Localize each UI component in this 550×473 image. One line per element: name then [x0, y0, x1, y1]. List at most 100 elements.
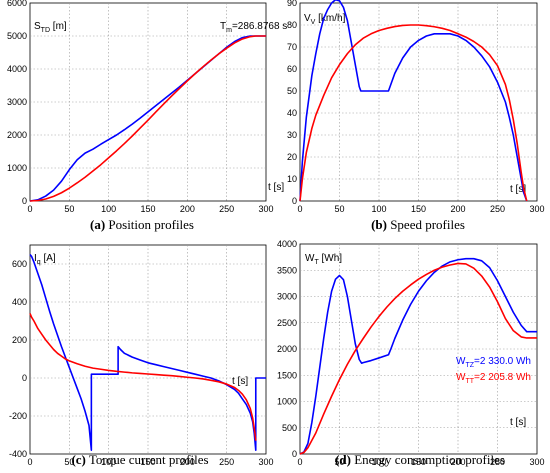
- panel-a-x-tick-label: 250: [219, 204, 234, 214]
- panel-d-y-tick-label: 4000: [277, 239, 297, 249]
- panel-b-x-tick-label: 200: [450, 204, 465, 214]
- panel-d-legend-sub: TT: [465, 378, 474, 385]
- panel-d-y-tick-label: 0: [292, 449, 297, 459]
- panel-c-caption-text: Torque current profiles: [86, 452, 209, 467]
- panel-d-y-axis-label-unit: [Wh]: [319, 253, 343, 264]
- panel-b-y-axis-label-main: V: [304, 13, 311, 24]
- panel-a-y-tick-label: 3000: [7, 97, 27, 107]
- panel-a-x-tick-label: 0: [27, 204, 32, 214]
- panel-c-x-tick-label: 150: [140, 457, 155, 467]
- panel-d-series-line-blue: [299, 257, 537, 455]
- panel-a-y-tick-label: 6000: [7, 0, 27, 8]
- panel-b-x-tick-label: 300: [529, 204, 544, 214]
- panel-a-annotation-value: =286.8768 s: [232, 21, 287, 32]
- panel-d-y-axis-label-sub: T: [314, 259, 319, 266]
- panel-b-caption-text: Speed profiles: [387, 217, 465, 232]
- panel-b-y-tick-label: 50: [287, 86, 297, 96]
- panel-b-y-tick-label: 0: [292, 196, 297, 206]
- panel-b-series-line-blue: [299, 0, 528, 202]
- panel-d-x-tick-label: 150: [411, 457, 426, 467]
- panel-a-x-axis-label: t [s]: [268, 182, 284, 193]
- panel-c-x-tick-label: 0: [27, 457, 32, 467]
- panel-d-caption: (d) Energy consumption profiles: [335, 452, 505, 467]
- panel-b-y-tick-label: 10: [287, 174, 297, 184]
- panel-b-y-tick-label: 30: [287, 130, 297, 140]
- panel-d-y-axis-label-main: W: [305, 253, 315, 264]
- panel-b-series-line-red: [299, 24, 528, 202]
- panel-d-y-tick-label: 2500: [277, 318, 297, 328]
- panel-c-y-tick-label: 600: [12, 259, 27, 269]
- panel-a-caption-letter: (a): [90, 217, 105, 232]
- panel-d-y-tick-label: 1500: [277, 370, 297, 380]
- panel-c-x-tick-label: 100: [101, 457, 116, 467]
- panel-b-x-axis-label: t [s]: [510, 184, 526, 195]
- panel-a-x-tick-label: 50: [64, 204, 74, 214]
- panel-c-series-line-blue: [29, 253, 266, 451]
- panel-c-series-line-red: [29, 313, 257, 441]
- panel-b: 0 50 100 150 200 250 300 0 10 20 30 40 50 60 70 80 90 VV …: [287, 0, 545, 232]
- panel-b-y-tick-label: 60: [287, 64, 297, 74]
- panel-c-x-tick-label: 200: [180, 457, 195, 467]
- panel-d-series-line-red: [299, 262, 537, 455]
- panel-b-caption-letter: (b): [371, 217, 387, 232]
- panel-b-y-tick-label: 70: [287, 42, 297, 52]
- panel-c-y-tick-label: -400: [9, 449, 27, 459]
- panel-d-x-tick-label: 200: [450, 457, 465, 467]
- panel-b-y-tick-label: 80: [287, 20, 297, 30]
- panel-d-caption-letter: (d): [335, 452, 351, 467]
- panel-d-x-tick-label: 0: [297, 457, 302, 467]
- panel-b-x-tick-label: 250: [490, 204, 505, 214]
- panel-d-y-tick-label: 3500: [277, 265, 297, 275]
- panel-a-caption: (a) Position profiles: [90, 217, 194, 232]
- panel-d-y-tick-label: 500: [282, 423, 297, 433]
- panel-c-plot-area: [29, 244, 267, 455]
- panel-a-y-tick-label: 4000: [7, 64, 27, 74]
- panel-d-legend-value: =2 330.0 Wh: [474, 356, 531, 367]
- panel-a: 0 50 100 150 200 250 3000100020003000400050006…: [7, 0, 287, 232]
- panel-d-x-tick-label: 50: [334, 457, 344, 467]
- panel-a-y-axis-label-main: S: [34, 21, 41, 32]
- panel-d-x-tick-label: 300: [529, 457, 544, 467]
- panel-a-annotation-sub: m: [226, 27, 232, 34]
- panel-c-y-tick-label: -200: [9, 411, 27, 421]
- panel-c-y-axis-label-sub: q: [37, 259, 41, 266]
- panel-a-y-axis-label-sub: TD: [41, 27, 50, 34]
- panel-a-series-line-blue: [29, 35, 266, 202]
- panel-b-x-tick-label: 0: [297, 204, 302, 214]
- panel-d-x-tick-label: 250: [490, 457, 505, 467]
- panel-c-x-tick-label: 50: [64, 457, 74, 467]
- panel-a-x-tick-label: 200: [180, 204, 195, 214]
- panel-a-series-line-red: [29, 35, 266, 202]
- panel-b-y-tick-label: 20: [287, 152, 297, 162]
- panel-d: 0 50 100 150 200 250 3000500100015002000250030…: [277, 239, 545, 467]
- panel-b-y-tick-label: 90: [287, 0, 297, 8]
- panel-c-y-axis-label-unit: [A]: [41, 253, 56, 264]
- panel-b-caption: (b) Speed profiles: [371, 217, 465, 232]
- panel-d-y-axis-label: WT [Wh]: [305, 253, 342, 266]
- panel-a-caption-text: Position profiles: [105, 217, 194, 232]
- panel-a-y-tick-label: 0: [22, 196, 27, 206]
- panel-d-y-tick-label: 2000: [277, 344, 297, 354]
- panel-a-annotation: Tm=286.8768 s: [220, 21, 287, 34]
- panel-b-y-axis-label-sub: V: [311, 19, 316, 26]
- panel-b-y-axis-label-unit: [km/h]: [315, 13, 345, 24]
- panel-c-y-tick-label: 400: [12, 297, 27, 307]
- panel-b-y-tick-label: 40: [287, 108, 297, 118]
- panel-c-y-axis-label-main: I: [34, 253, 37, 264]
- panel-c-x-axis-label: t [s]: [232, 376, 248, 387]
- panel-d-x-tick-label: 100: [371, 457, 386, 467]
- panel-d-legend-entry: WTZ=2 330.0 Wh: [456, 356, 531, 369]
- panel-c: 0 50 100 150 200 250 300 -400 -200 0 200 400 600 Iq […: [9, 244, 274, 467]
- panel-d-x-axis-label: t [s]: [510, 417, 526, 428]
- panel-c-y-tick-label: 200: [12, 335, 27, 345]
- panel-d-legend-main: W: [456, 372, 466, 383]
- panel-a-x-tick-label: 100: [101, 204, 116, 214]
- panel-d-legend-entry: WTT=2 205.8 Wh: [456, 372, 531, 385]
- panel-d-legend-main: W: [456, 356, 466, 367]
- panel-a-y-tick-label: 5000: [7, 31, 27, 41]
- panel-d-y-tick-label: 3000: [277, 292, 297, 302]
- panel-c-caption-letter: (c): [71, 452, 85, 467]
- panel-b-x-tick-label: 100: [371, 204, 386, 214]
- panel-c-x-tick-label: 300: [258, 457, 273, 467]
